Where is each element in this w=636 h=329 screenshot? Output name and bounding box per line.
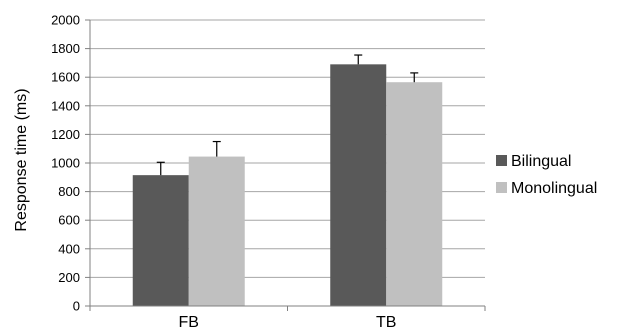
y-tick-label: 400 <box>58 241 80 256</box>
y-tick-label: 1800 <box>51 41 80 56</box>
y-tick-label: 200 <box>58 270 80 285</box>
y-tick-labels: 0 200 400 600 800 1000 1200 1400 1600 1800 2000 <box>51 13 80 314</box>
legend-label-bilingual: Bilingual <box>511 153 571 170</box>
y-tick-label: 2000 <box>51 13 80 28</box>
y-tick-label: 1000 <box>51 156 80 171</box>
legend-swatch-monolingual <box>496 182 507 193</box>
bar-monolingual-fb <box>188 156 245 306</box>
legend-swatch-bilingual <box>496 155 507 166</box>
bar-bilingual-fb <box>132 175 189 306</box>
legend-label-monolingual: Monolingual <box>511 180 597 197</box>
axes <box>85 19 486 311</box>
y-tick-label: 600 <box>58 213 80 228</box>
y-axis-title: Response time (ms) <box>13 88 30 231</box>
y-tick-label: 1600 <box>51 70 80 85</box>
bars <box>132 64 443 306</box>
bar-bilingual-tb <box>330 64 387 306</box>
x-category-labels: FB TB <box>179 314 397 329</box>
legend: Bilingual Monolingual <box>496 153 597 197</box>
y-tick-label: 1200 <box>51 127 80 142</box>
y-tick-label: 0 <box>73 299 80 314</box>
x-category-label: TB <box>376 314 396 329</box>
bar-monolingual-tb <box>386 82 443 306</box>
error-bars <box>156 54 419 176</box>
y-tick-label: 800 <box>58 184 80 199</box>
x-category-label: FB <box>179 314 199 329</box>
y-tick-label: 1400 <box>51 98 80 113</box>
